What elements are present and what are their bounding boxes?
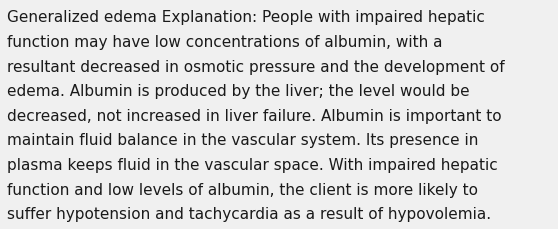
Text: maintain fluid balance in the vascular system. Its presence in: maintain fluid balance in the vascular s… xyxy=(7,133,479,148)
Text: function and low levels of albumin, the client is more likely to: function and low levels of albumin, the … xyxy=(7,182,478,197)
Text: function may have low concentrations of albumin, with a: function may have low concentrations of … xyxy=(7,35,442,50)
Text: resultant decreased in osmotic pressure and the development of: resultant decreased in osmotic pressure … xyxy=(7,59,505,74)
Text: suffer hypotension and tachycardia as a result of hypovolemia.: suffer hypotension and tachycardia as a … xyxy=(7,206,492,221)
Text: Generalized edema Explanation: People with impaired hepatic: Generalized edema Explanation: People wi… xyxy=(7,10,485,25)
Text: plasma keeps fluid in the vascular space. With impaired hepatic: plasma keeps fluid in the vascular space… xyxy=(7,157,498,172)
Text: edema. Albumin is produced by the liver; the level would be: edema. Albumin is produced by the liver;… xyxy=(7,84,470,99)
Text: decreased, not increased in liver failure. Albumin is important to: decreased, not increased in liver failur… xyxy=(7,108,502,123)
